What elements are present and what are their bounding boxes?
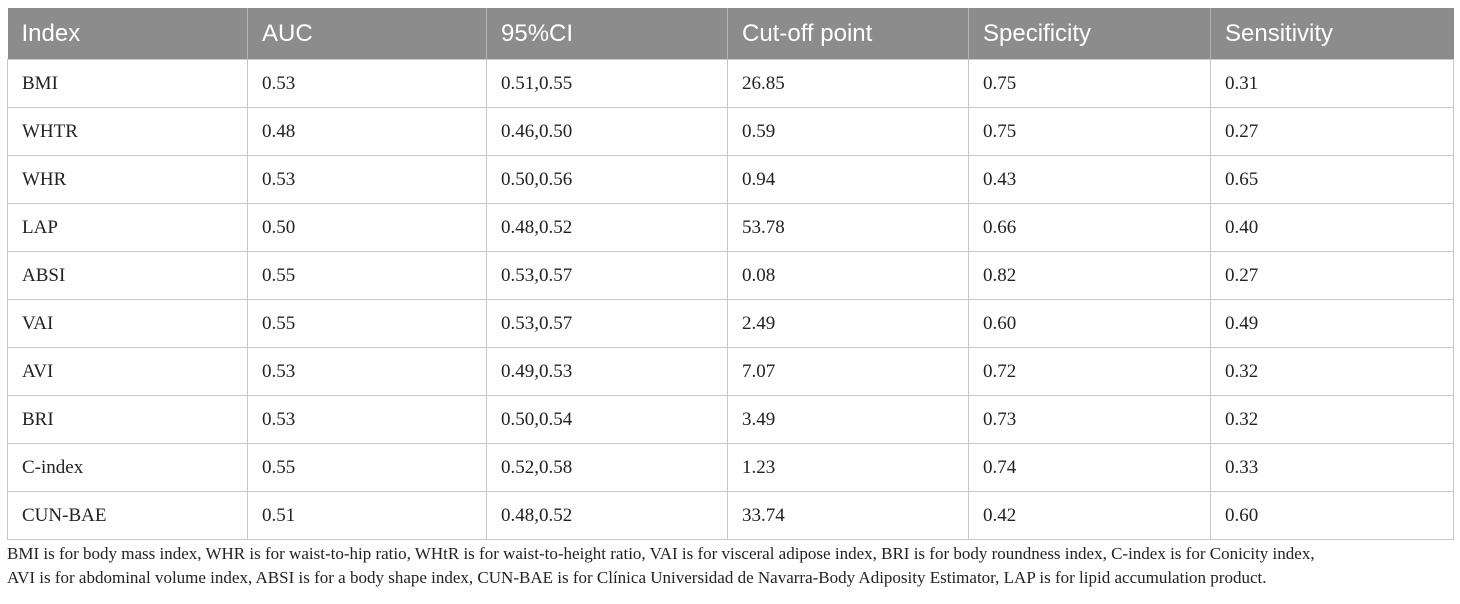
table-row: ABSI 0.55 0.53,0.57 0.08 0.82 0.27 [7,251,1454,300]
cell-cutoff-point: 33.74 [727,491,969,540]
cell-index: VAI [7,299,248,348]
cell-sensitivity: 0.49 [1210,299,1454,348]
cell-sensitivity: 0.33 [1210,443,1454,492]
cell-auc: 0.55 [247,299,487,348]
table-row: WHTR 0.48 0.46,0.50 0.59 0.75 0.27 [7,107,1454,156]
cell-specificity: 0.73 [968,395,1211,444]
table-row: BMI 0.53 0.51,0.55 26.85 0.75 0.31 [7,59,1454,108]
cell-auc: 0.53 [247,395,487,444]
cell-cutoff-point: 2.49 [727,299,969,348]
header-index: Index [7,8,248,60]
cell-95ci: 0.52,0.58 [486,443,728,492]
table-row: BRI 0.53 0.50,0.54 3.49 0.73 0.32 [7,395,1454,444]
cell-index: AVI [7,347,248,396]
cell-specificity: 0.72 [968,347,1211,396]
cell-sensitivity: 0.27 [1210,107,1454,156]
cell-specificity: 0.43 [968,155,1211,204]
footnote-line-2: AVI is for abdominal volume index, ABSI … [7,568,1267,587]
header-sensitivity: Sensitivity [1210,8,1454,60]
header-auc: AUC [247,8,487,60]
cell-specificity: 0.74 [968,443,1211,492]
cell-auc: 0.53 [247,59,487,108]
cell-cutoff-point: 0.08 [727,251,969,300]
cell-sensitivity: 0.27 [1210,251,1454,300]
cell-cutoff-point: 53.78 [727,203,969,252]
cell-95ci: 0.51,0.55 [486,59,728,108]
table-row: C-index 0.55 0.52,0.58 1.23 0.74 0.33 [7,443,1454,492]
results-table: Index AUC 95%CI Cut-off point Specificit… [7,8,1454,540]
table-row: WHR 0.53 0.50,0.56 0.94 0.43 0.65 [7,155,1454,204]
cell-95ci: 0.50,0.56 [486,155,728,204]
cell-specificity: 0.66 [968,203,1211,252]
cell-auc: 0.55 [247,443,487,492]
cell-95ci: 0.53,0.57 [486,251,728,300]
cell-95ci: 0.53,0.57 [486,299,728,348]
cell-auc: 0.53 [247,347,487,396]
cell-index: C-index [7,443,248,492]
cell-specificity: 0.75 [968,59,1211,108]
cell-cutoff-point: 0.59 [727,107,969,156]
cell-specificity: 0.75 [968,107,1211,156]
cell-sensitivity: 0.32 [1210,347,1454,396]
cell-sensitivity: 0.31 [1210,59,1454,108]
header-95ci: 95%CI [486,8,728,60]
cell-index: LAP [7,203,248,252]
cell-auc: 0.51 [247,491,487,540]
cell-cutoff-point: 0.94 [727,155,969,204]
cell-index: CUN-BAE [7,491,248,540]
table-footnote: BMI is for body mass index, WHR is for w… [7,542,1453,590]
cell-95ci: 0.46,0.50 [486,107,728,156]
cell-sensitivity: 0.40 [1210,203,1454,252]
cell-sensitivity: 0.60 [1210,491,1454,540]
cell-index: WHR [7,155,248,204]
cell-95ci: 0.48,0.52 [486,203,728,252]
table-row: AVI 0.53 0.49,0.53 7.07 0.72 0.32 [7,347,1454,396]
cell-auc: 0.55 [247,251,487,300]
cell-cutoff-point: 7.07 [727,347,969,396]
cell-auc: 0.50 [247,203,487,252]
results-table-container: Index AUC 95%CI Cut-off point Specificit… [7,8,1454,540]
cell-cutoff-point: 26.85 [727,59,969,108]
table-body: BMI 0.53 0.51,0.55 26.85 0.75 0.31 WHTR … [7,59,1454,540]
header-cutoff-point: Cut-off point [727,8,969,60]
cell-index: WHTR [7,107,248,156]
cell-cutoff-point: 1.23 [727,443,969,492]
table-row: LAP 0.50 0.48,0.52 53.78 0.66 0.40 [7,203,1454,252]
table-row: CUN-BAE 0.51 0.48,0.52 33.74 0.42 0.60 [7,491,1454,540]
cell-specificity: 0.42 [968,491,1211,540]
cell-sensitivity: 0.65 [1210,155,1454,204]
table-row: VAI 0.55 0.53,0.57 2.49 0.60 0.49 [7,299,1454,348]
cell-95ci: 0.49,0.53 [486,347,728,396]
header-row: Index AUC 95%CI Cut-off point Specificit… [7,8,1454,60]
cell-index: BRI [7,395,248,444]
footnote-line-1: BMI is for body mass index, WHR is for w… [7,544,1315,563]
cell-index: BMI [7,59,248,108]
table-header: Index AUC 95%CI Cut-off point Specificit… [7,8,1454,60]
cell-index: ABSI [7,251,248,300]
cell-sensitivity: 0.32 [1210,395,1454,444]
cell-auc: 0.48 [247,107,487,156]
cell-cutoff-point: 3.49 [727,395,969,444]
cell-95ci: 0.48,0.52 [486,491,728,540]
header-specificity: Specificity [968,8,1211,60]
cell-auc: 0.53 [247,155,487,204]
cell-specificity: 0.60 [968,299,1211,348]
cell-specificity: 0.82 [968,251,1211,300]
cell-95ci: 0.50,0.54 [486,395,728,444]
